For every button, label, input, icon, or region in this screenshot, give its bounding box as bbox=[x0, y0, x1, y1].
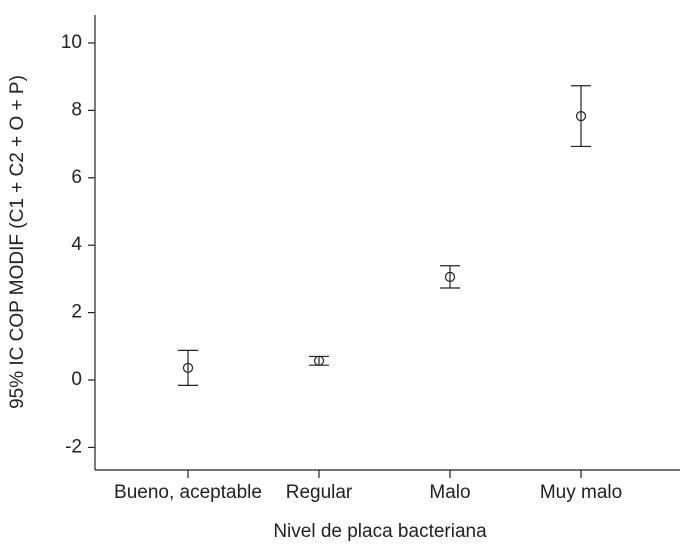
x-tick-label: Regular bbox=[286, 482, 353, 503]
y-tick-label: 8 bbox=[71, 99, 82, 120]
y-axis-label: 95% IC COP MODIF (C1 + C2 + O + P) bbox=[7, 75, 28, 409]
y-tick-label: 4 bbox=[71, 234, 82, 255]
mean-point bbox=[182, 362, 194, 373]
x-axis-label: Nivel de placa bacteriana bbox=[273, 521, 487, 542]
x-tick-label: Muy malo bbox=[540, 482, 622, 503]
y-tick-label: -2 bbox=[65, 436, 82, 457]
mean-point bbox=[313, 355, 325, 366]
x-tick-label: Bueno, aceptable bbox=[114, 482, 262, 503]
y-tick-label: 6 bbox=[71, 167, 82, 188]
y-tick-label: 10 bbox=[61, 32, 82, 53]
mean-point bbox=[444, 271, 456, 282]
y-tick-label: 2 bbox=[71, 302, 82, 323]
y-tick-label: 0 bbox=[71, 369, 82, 390]
x-tick-label: Malo bbox=[429, 482, 470, 503]
mean-point bbox=[575, 111, 587, 122]
